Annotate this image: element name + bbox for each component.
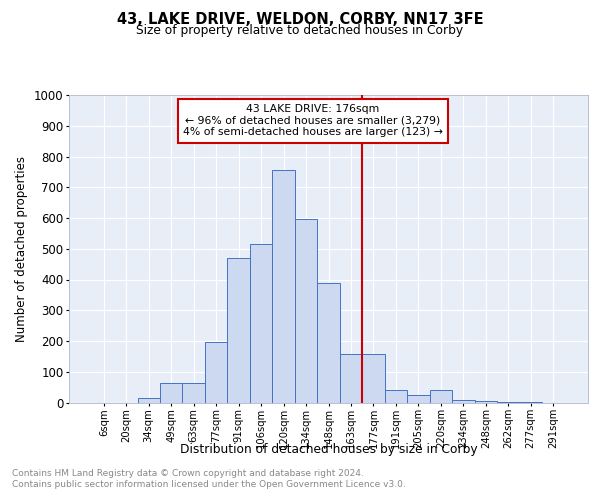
Bar xyxy=(317,282,340,403)
Bar xyxy=(250,244,272,402)
Bar xyxy=(475,401,497,402)
Bar xyxy=(430,390,452,402)
Bar xyxy=(340,354,362,403)
Bar xyxy=(407,395,430,402)
Bar xyxy=(205,342,227,402)
Bar xyxy=(295,219,317,402)
Text: 43, LAKE DRIVE, WELDON, CORBY, NN17 3FE: 43, LAKE DRIVE, WELDON, CORBY, NN17 3FE xyxy=(116,12,484,28)
Text: Contains HM Land Registry data © Crown copyright and database right 2024.: Contains HM Land Registry data © Crown c… xyxy=(12,469,364,478)
Bar xyxy=(137,398,160,402)
Bar xyxy=(272,170,295,402)
Bar xyxy=(160,382,182,402)
Bar xyxy=(182,382,205,402)
Text: Size of property relative to detached houses in Corby: Size of property relative to detached ho… xyxy=(136,24,464,37)
Text: Contains public sector information licensed under the Open Government Licence v3: Contains public sector information licen… xyxy=(12,480,406,489)
Y-axis label: Number of detached properties: Number of detached properties xyxy=(15,156,28,342)
Bar xyxy=(227,258,250,402)
Text: Distribution of detached houses by size in Corby: Distribution of detached houses by size … xyxy=(180,442,478,456)
Bar xyxy=(385,390,407,402)
Bar xyxy=(452,400,475,402)
Text: 43 LAKE DRIVE: 176sqm
← 96% of detached houses are smaller (3,279)
4% of semi-de: 43 LAKE DRIVE: 176sqm ← 96% of detached … xyxy=(183,104,443,138)
Bar xyxy=(362,354,385,403)
